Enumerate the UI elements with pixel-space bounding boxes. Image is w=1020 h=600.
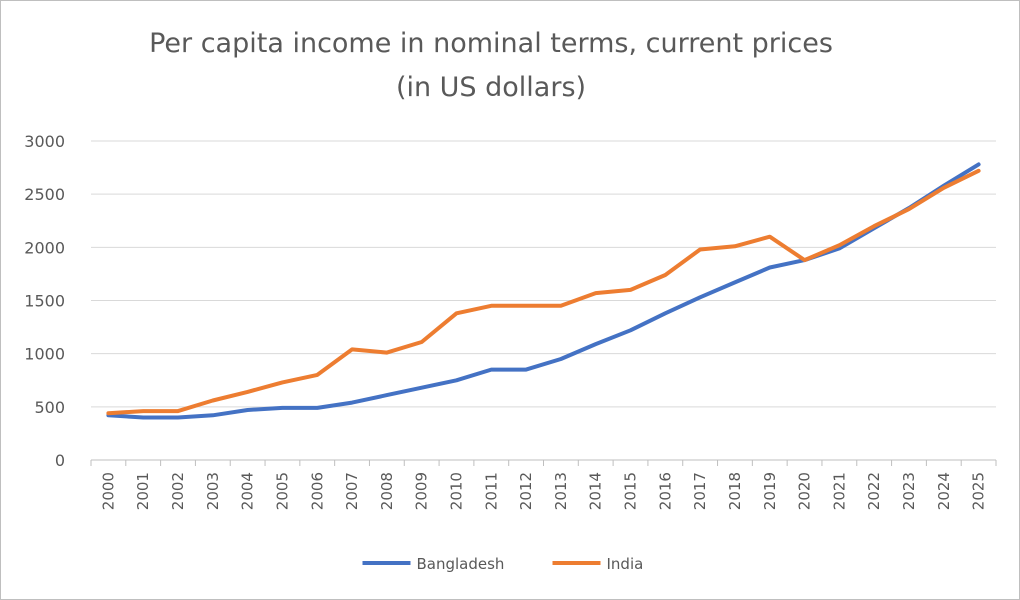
y-tick-label: 2000 xyxy=(24,238,65,257)
series-line-india xyxy=(106,168,981,416)
y-tick-label: 1000 xyxy=(24,345,65,364)
x-tick-label: 2009 xyxy=(413,472,431,510)
y-tick-label: 500 xyxy=(34,398,65,417)
chart-subtitle: (in US dollars) xyxy=(395,72,587,103)
x-tick-label: 2004 xyxy=(239,472,257,510)
x-tick-label: 2023 xyxy=(900,472,918,510)
gridlines xyxy=(91,140,996,461)
x-tick-label: 2016 xyxy=(656,472,674,510)
x-tick-label: 2019 xyxy=(761,472,779,510)
x-tick-label: 2013 xyxy=(552,472,570,510)
y-axis-ticks: 0 500 1000 1500 2000 2500 3000 xyxy=(24,132,65,470)
x-tick-label: 2000 xyxy=(99,472,117,510)
x-tick-label: 2024 xyxy=(935,472,953,510)
legend-label: India xyxy=(607,555,644,573)
legend-label: Bangladesh xyxy=(417,555,505,573)
x-tick-label: 2003 xyxy=(204,472,222,510)
x-tick-label: 2001 xyxy=(134,472,152,510)
x-tick-label: 2025 xyxy=(970,472,988,510)
x-tick-label: 2005 xyxy=(273,472,291,510)
x-tick-label: 2006 xyxy=(308,472,326,510)
x-tick-label: 2008 xyxy=(378,472,396,510)
y-tick-label: 3000 xyxy=(24,132,65,151)
x-tick-label: 2017 xyxy=(691,472,709,510)
x-tick-label: 2012 xyxy=(517,472,535,510)
y-tick-label: 0 xyxy=(55,451,65,470)
x-tick-label: 2020 xyxy=(796,472,814,510)
x-tick-label: 2014 xyxy=(587,472,605,510)
x-tick-label: 2007 xyxy=(343,472,361,510)
legend: Bangladesh India xyxy=(362,555,644,573)
x-tick-label: 2002 xyxy=(169,472,187,510)
x-tick-label: 2021 xyxy=(830,472,848,510)
series-line-bangladesh xyxy=(106,162,981,420)
x-tick-label: 2022 xyxy=(865,472,883,510)
x-axis-ticks: 2000 2001 2002 2003 2004 2005 2006 2007 2008 2009… xyxy=(90,460,997,510)
series-lines xyxy=(106,162,981,420)
y-tick-label: 1500 xyxy=(24,292,65,311)
x-tick-label: 2018 xyxy=(726,472,744,510)
x-tick-label: 2011 xyxy=(482,472,500,510)
chart-title: Per capita income in nominal terms, curr… xyxy=(149,28,833,59)
x-tick-label: 2015 xyxy=(622,472,640,510)
x-tick-label: 2010 xyxy=(447,472,465,510)
y-tick-label: 2500 xyxy=(24,185,65,204)
